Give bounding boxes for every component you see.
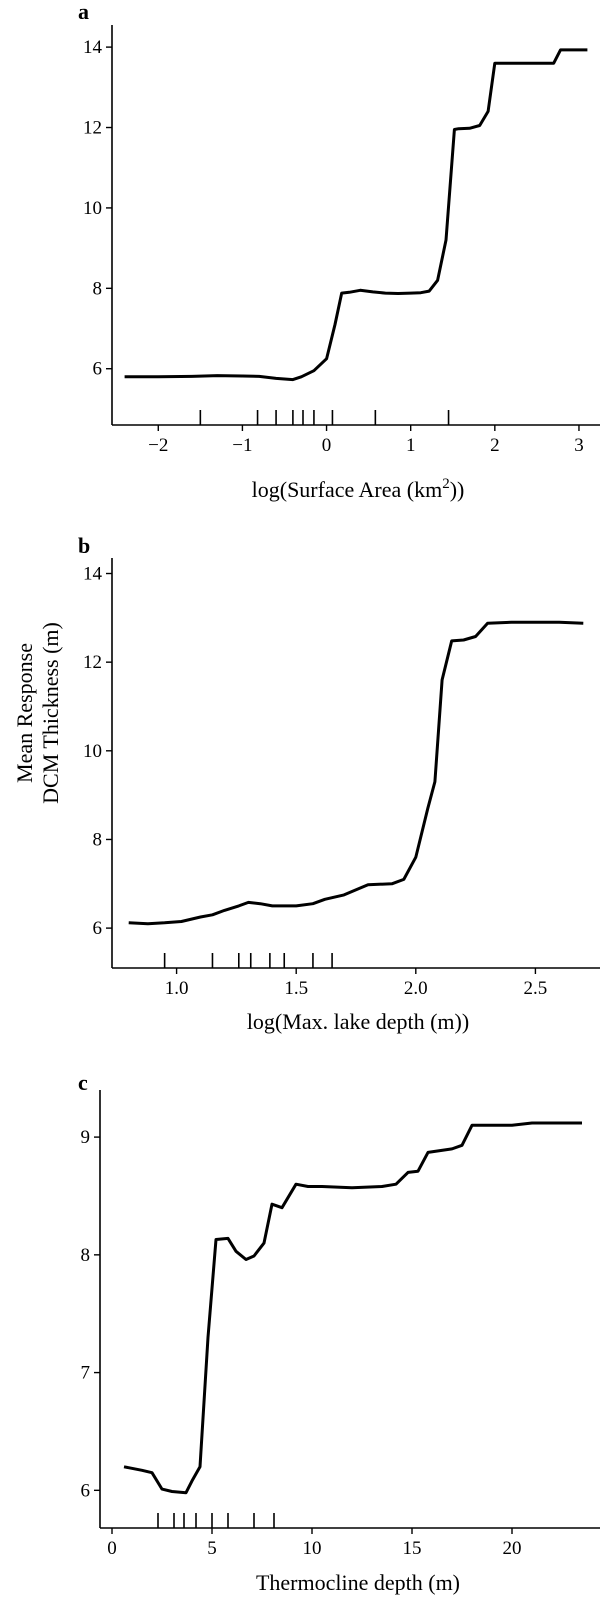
y-tick-label: 7 — [81, 1363, 91, 1384]
y-tick-label: 10 — [83, 741, 102, 762]
panel-a-label: a — [78, 0, 89, 24]
y-tick-label: 6 — [93, 359, 103, 380]
shared-ylabel-line2: DCM Thickness (m) — [38, 622, 63, 804]
x-tick-label: 5 — [207, 1538, 217, 1559]
x-tick-label: 1.5 — [284, 978, 308, 999]
x-tick-label: 3 — [574, 435, 584, 456]
y-tick-label: 6 — [81, 1480, 91, 1501]
x-tick-label: 2 — [490, 435, 500, 456]
x-tick-label: −2 — [148, 435, 168, 456]
panel-c-plot: 6 7 8 9 0 5 10 15 20 — [81, 1090, 600, 1559]
x-tick-label: 2.5 — [524, 978, 548, 999]
panel-c-xlabel: Thermocline depth (m) — [256, 1570, 460, 1595]
x-tick-label: −1 — [232, 435, 252, 456]
y-tick-label: 10 — [83, 198, 102, 219]
panel-b-label: b — [78, 533, 90, 558]
y-tick-label: 14 — [83, 37, 103, 58]
x-tick-label: 2.0 — [404, 978, 428, 999]
y-tick-label: 8 — [93, 829, 103, 850]
y-tick-label: 12 — [83, 652, 102, 673]
y-tick-label: 14 — [83, 564, 103, 585]
response-line — [124, 48, 588, 382]
y-tick-label: 9 — [81, 1127, 91, 1148]
x-tick-label: 20 — [503, 1538, 522, 1559]
response-line — [123, 1121, 582, 1495]
panel-c-label: c — [78, 1070, 88, 1095]
x-tick-label: 15 — [403, 1538, 422, 1559]
y-tick-label: 6 — [93, 918, 103, 939]
y-tick-label: 12 — [83, 118, 102, 139]
y-tick-label: 8 — [93, 278, 103, 299]
panel-b: b 6 8 10 12 14 1.0 1.5 2.0 2.5 log(Max. lake dep… — [78, 533, 600, 1034]
x-tick-label: 0 — [322, 435, 332, 456]
panel-b-plot: 6 8 10 12 14 1.0 1.5 2.0 2.5 — [83, 558, 600, 999]
panel-b-xlabel: log(Max. lake depth (m)) — [247, 1009, 469, 1034]
x-tick-label: 1.0 — [165, 978, 189, 999]
panel-c: c 6 7 8 9 0 5 10 15 20 Thermocline depth (m) — [78, 1070, 600, 1595]
x-tick-label: 0 — [107, 1538, 117, 1559]
panel-a-xlabel: log(Surface Area (km2)) — [252, 476, 465, 502]
shared-ylabel-line1: Mean Response — [12, 643, 37, 783]
x-tick-label: 1 — [406, 435, 416, 456]
response-line — [128, 620, 584, 926]
x-tick-label: 10 — [303, 1538, 322, 1559]
y-tick-label: 8 — [81, 1245, 91, 1266]
